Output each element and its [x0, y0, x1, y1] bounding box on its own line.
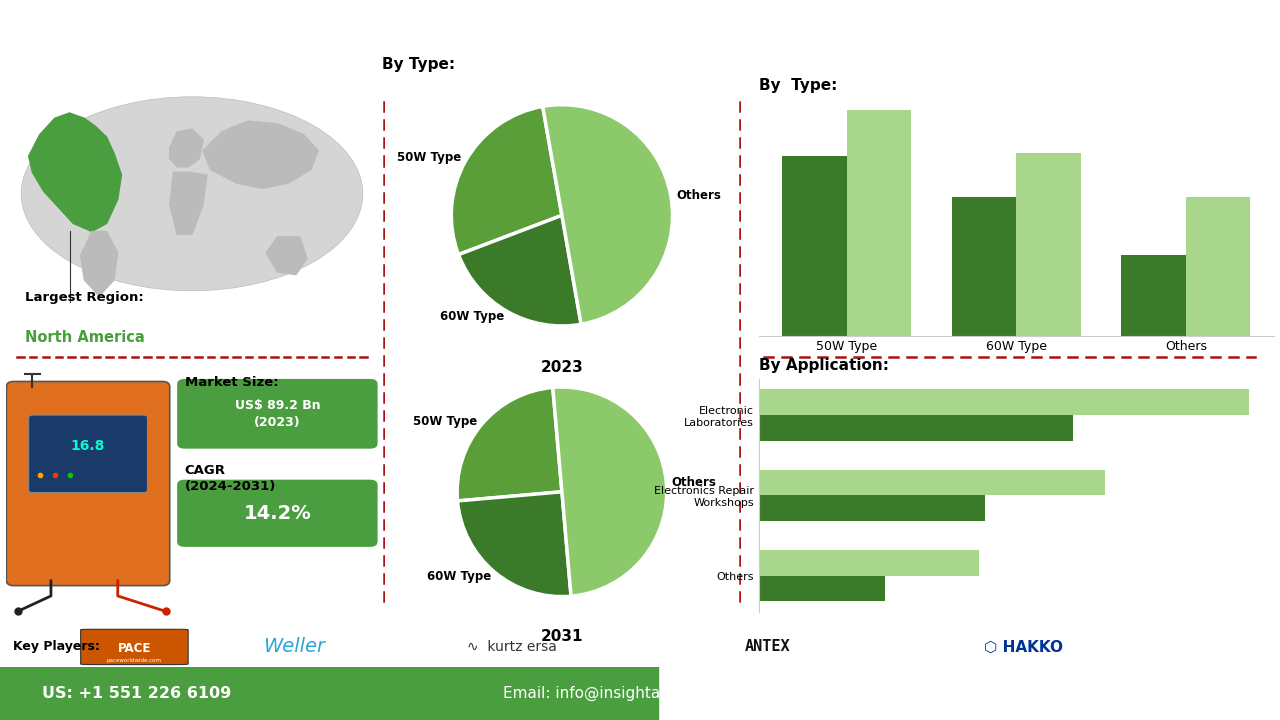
Bar — [759, 550, 979, 576]
Text: Weller: Weller — [264, 637, 325, 657]
FancyBboxPatch shape — [6, 382, 170, 585]
FancyBboxPatch shape — [177, 480, 378, 547]
Text: 60W Type: 60W Type — [428, 570, 492, 582]
Bar — [1016, 153, 1080, 336]
Text: US: +1 551 226 6109: US: +1 551 226 6109 — [42, 686, 232, 701]
Polygon shape — [204, 121, 319, 189]
Wedge shape — [458, 215, 581, 326]
Text: Largest Region:: Largest Region: — [26, 291, 143, 305]
Bar — [847, 110, 911, 336]
Text: ▲  INSIGHT ACE ANALYTIC: ▲ INSIGHT ACE ANALYTIC — [987, 687, 1176, 701]
Text: Others: Others — [676, 189, 721, 202]
Text: 50W Type: 50W Type — [397, 151, 461, 164]
FancyBboxPatch shape — [0, 652, 659, 720]
Polygon shape — [266, 237, 307, 274]
Text: 60W Type: 60W Type — [440, 310, 504, 323]
Text: PACE: PACE — [118, 642, 151, 655]
Text: Key Players:: Key Players: — [13, 640, 100, 654]
Wedge shape — [452, 107, 562, 255]
Text: 2031: 2031 — [540, 629, 584, 644]
Text: ANTEX: ANTEX — [745, 639, 791, 654]
Bar — [759, 415, 1073, 441]
Text: Email: info@insightaceanalytic.com: Email: info@insightaceanalytic.com — [503, 686, 777, 701]
Bar — [1185, 197, 1251, 336]
Wedge shape — [457, 492, 571, 597]
Bar — [759, 390, 1249, 415]
Text: Global Dual Channel Digital Soldering Station Market Research Report: Global Dual Channel Digital Soldering St… — [172, 27, 1108, 50]
Text: 14.2%: 14.2% — [243, 504, 311, 523]
Text: North America: North America — [26, 330, 145, 345]
Text: 2023: 2023 — [540, 361, 584, 376]
Bar — [952, 197, 1016, 336]
Bar — [1121, 255, 1185, 336]
Wedge shape — [553, 387, 667, 596]
Bar — [759, 576, 884, 601]
Text: By Application:: By Application: — [759, 359, 890, 374]
Bar — [759, 495, 986, 521]
Text: ∿  kurtz ersa: ∿ kurtz ersa — [467, 640, 557, 654]
Text: Others: Others — [672, 476, 717, 489]
Text: paceworldwide.com: paceworldwide.com — [108, 657, 161, 662]
Wedge shape — [457, 387, 562, 501]
FancyBboxPatch shape — [177, 379, 378, 449]
Bar — [759, 469, 1105, 495]
Text: 16.8: 16.8 — [70, 439, 105, 453]
FancyBboxPatch shape — [28, 415, 147, 492]
Wedge shape — [543, 104, 672, 324]
Polygon shape — [81, 232, 118, 296]
Polygon shape — [28, 113, 122, 232]
Polygon shape — [170, 129, 204, 167]
Text: Market Size:: Market Size: — [184, 377, 278, 390]
FancyBboxPatch shape — [81, 629, 188, 665]
Text: US$ 89.2 Bn
(2023): US$ 89.2 Bn (2023) — [234, 399, 320, 429]
Text: ⬡ HAKKO: ⬡ HAKKO — [984, 639, 1064, 654]
Polygon shape — [170, 172, 207, 234]
Text: By Type:: By Type: — [383, 57, 456, 72]
Ellipse shape — [22, 96, 362, 291]
Bar — [782, 156, 847, 336]
Text: CAGR
(2024-2031): CAGR (2024-2031) — [184, 464, 276, 493]
Text: 50W Type: 50W Type — [413, 415, 477, 428]
Text: By  Type:: By Type: — [759, 78, 837, 94]
